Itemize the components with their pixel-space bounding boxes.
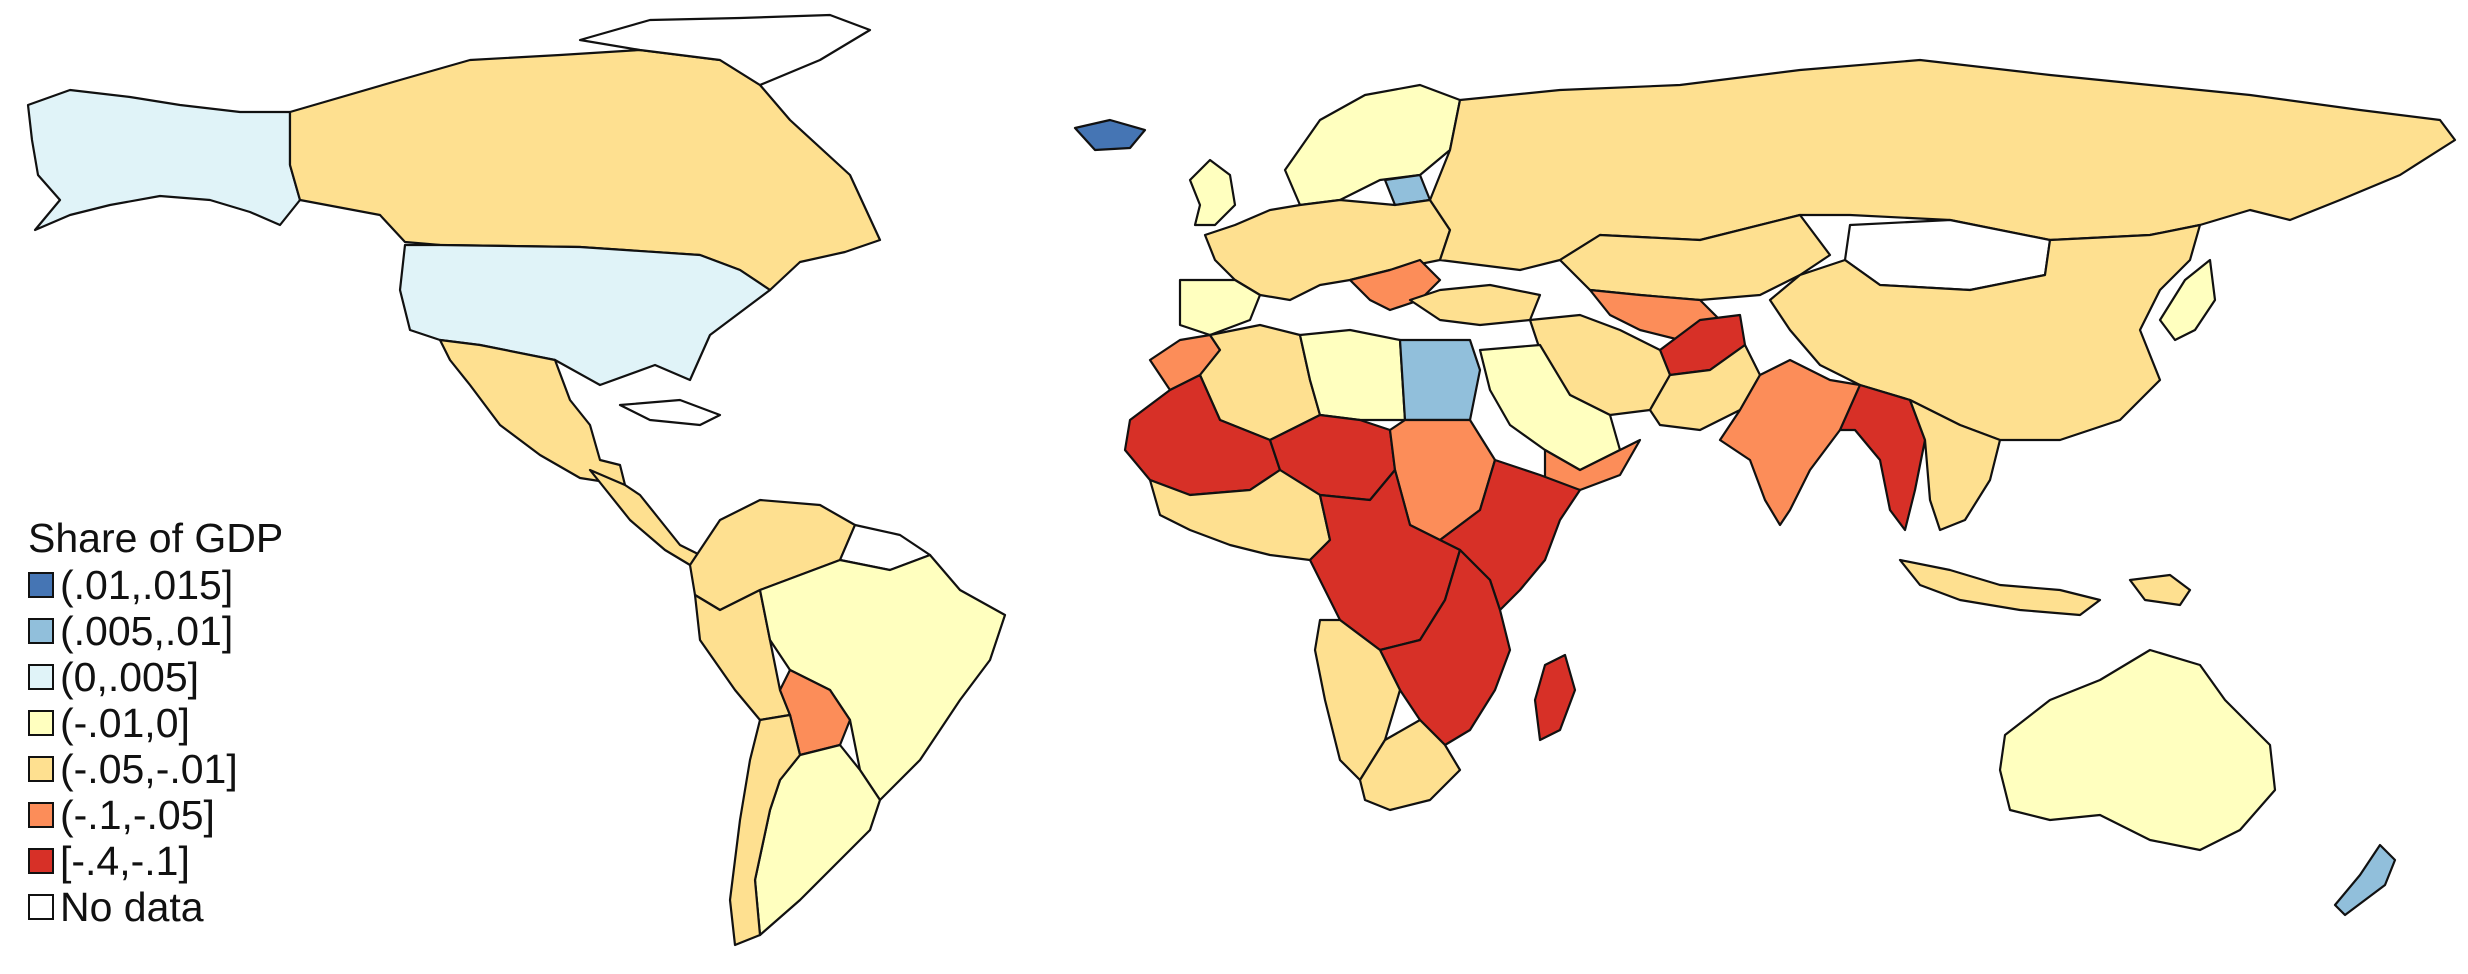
legend-swatch	[28, 618, 54, 644]
region-libya	[1298, 328, 1407, 422]
legend-label: (-.05,-.01]	[60, 745, 238, 792]
legend-label: (.01,.015]	[60, 561, 234, 608]
legend-swatch	[28, 572, 54, 598]
region-scandinavia	[1283, 83, 1462, 207]
region-australia	[1998, 648, 2277, 852]
region-iberia	[1178, 278, 1262, 337]
region-canada	[288, 48, 882, 292]
region-egypt	[1398, 338, 1482, 422]
region-png	[2128, 573, 2192, 607]
region-indonesia	[1898, 558, 2102, 617]
region-central-america	[588, 468, 702, 567]
region-madagascar	[1533, 653, 1577, 742]
legend-label: (.005,.01]	[60, 607, 234, 654]
region-china	[1768, 223, 2202, 442]
legend-item: No data	[28, 884, 283, 930]
legend-item: (-.1,-.05]	[28, 792, 283, 838]
region-uk	[1188, 158, 1237, 227]
country-shapes	[26, 13, 2457, 947]
legend-label: (-.1,-.05]	[60, 791, 215, 838]
legend-swatch	[28, 664, 54, 690]
legend-swatch	[28, 848, 54, 874]
region-usa	[398, 243, 772, 387]
legend-item: (-.05,-.01]	[28, 746, 283, 792]
legend-item: (.01,.015]	[28, 562, 283, 608]
legend-label: [-.4,-.1]	[60, 837, 190, 884]
legend-swatch	[28, 894, 54, 920]
legend-label: No data	[60, 883, 204, 930]
region-se-asia	[1908, 398, 2002, 532]
legend-item: (.005,.01]	[28, 608, 283, 654]
map-legend: Share of GDP (.01,.015] (.005,.01] (0,.0…	[28, 515, 283, 930]
legend-label: (-.01,0]	[60, 699, 190, 746]
legend-swatch	[28, 710, 54, 736]
region-mexico	[438, 338, 627, 487]
region-greenland	[578, 13, 872, 87]
legend-item: [-.4,-.1]	[28, 838, 283, 884]
legend-item: (-.01,0]	[28, 700, 283, 746]
legend-item: (0,.005]	[28, 654, 283, 700]
region-india	[1718, 358, 1877, 527]
legend-swatch	[28, 802, 54, 828]
legend-title: Share of GDP	[28, 515, 284, 561]
legend-label: (0,.005]	[60, 653, 200, 700]
region-japan	[2158, 258, 2217, 342]
region-new-zealand	[2333, 843, 2397, 917]
region-turkey	[1408, 283, 1542, 327]
legend-swatch	[28, 756, 54, 782]
region-cuba	[618, 398, 722, 427]
region-southern-africa	[1358, 718, 1462, 812]
region-chile	[728, 713, 802, 947]
region-iceland	[1073, 118, 1147, 152]
region-alaska	[26, 88, 302, 232]
